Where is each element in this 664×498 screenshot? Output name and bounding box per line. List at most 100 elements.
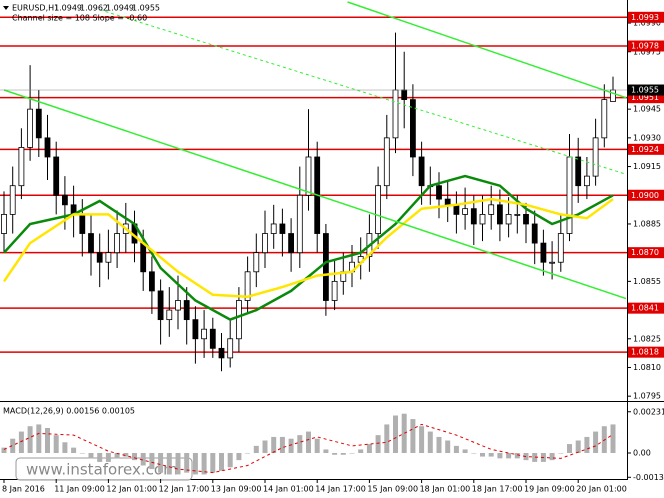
level-tag: [628, 346, 664, 358]
candle-body: [575, 156, 582, 187]
macd-bar: [323, 449, 329, 453]
macd-bar: [18, 431, 24, 453]
candle-body: [610, 89, 616, 102]
macd-bar: [279, 436, 285, 453]
x-tick-label: 12 Jan 17:00: [159, 485, 210, 494]
candle-body: [584, 175, 590, 187]
x-tick-label: 12 Jan 01:00: [106, 485, 157, 494]
candle-body: [383, 137, 390, 187]
macd-bar: [453, 445, 459, 453]
candle-body: [462, 208, 469, 215]
macd-bar: [45, 428, 50, 453]
candle-body: [1, 213, 7, 234]
macd-bar: [480, 453, 485, 457]
candle-body: [35, 108, 42, 139]
x-tick-label: 15 Jan 09:00: [367, 485, 418, 494]
candle-body: [148, 271, 155, 292]
candle-body: [375, 185, 382, 234]
level-tag: [628, 189, 664, 201]
macd-bar: [610, 424, 616, 453]
watermark: www.instaforex.com: [15, 457, 193, 481]
macd-bar: [445, 440, 451, 453]
candle-body: [44, 137, 51, 158]
candle-body: [79, 213, 86, 234]
macd-bar: [384, 424, 390, 453]
candle-body: [557, 233, 564, 263]
x-tick-label: 11 Jan 09:00: [54, 485, 105, 494]
macd-bar: [532, 453, 538, 462]
candle-body: [531, 223, 538, 244]
ohlc-low: 1.0949: [106, 4, 134, 13]
symbol: EURUSD,H1: [12, 4, 59, 13]
macd-bar: [132, 453, 137, 461]
macd-bar: [53, 435, 59, 453]
macd-bar: [297, 435, 303, 453]
candle-body: [53, 156, 60, 196]
candle-body: [331, 280, 338, 301]
y-tick-label: 1.0810: [633, 363, 661, 372]
macd-bar: [497, 453, 503, 459]
y-tick-label: 1.0945: [633, 105, 661, 114]
candle-body: [244, 271, 251, 301]
level-tag: [628, 40, 664, 52]
y-tick-label: 1.0855: [633, 277, 661, 286]
macd-bar: [201, 453, 207, 475]
macd-bar: [584, 436, 590, 453]
macd-bar: [105, 453, 111, 462]
level-label: 1.0900: [631, 191, 659, 200]
ohlc-open: 1.0949: [54, 4, 82, 13]
macd-bar: [332, 453, 338, 455]
macd-label: MACD(12,26,9) 0.00156 0.00105: [3, 407, 135, 416]
candle-body: [496, 204, 503, 225]
macd-bar: [36, 424, 42, 453]
candle-body: [523, 213, 529, 225]
candle-body: [505, 213, 512, 225]
macd-bar: [114, 453, 120, 459]
macd-bar: [410, 419, 416, 453]
candle-body: [201, 328, 208, 340]
candle-body: [296, 194, 303, 254]
macd-bar: [97, 453, 103, 462]
indicator-line: [347, 1, 627, 99]
x-tick-label: 18 Jan 17:00: [472, 485, 523, 494]
level-tag: [628, 247, 664, 259]
candle-body: [9, 185, 16, 215]
candle-body: [166, 309, 173, 321]
macd-bar: [166, 453, 172, 475]
y-tick-label: 1.0930: [633, 133, 661, 142]
macd-bar: [236, 453, 242, 461]
main-panel: [0, 1, 627, 372]
indicator-line: [2, 197, 614, 298]
macd-bar: [375, 435, 381, 453]
macd-bar: [514, 453, 520, 459]
candle-body: [392, 89, 399, 139]
candle-body: [514, 213, 521, 216]
level-label: 1.0924: [631, 145, 659, 154]
macd-bar: [314, 438, 320, 453]
candle-body: [140, 242, 147, 273]
candle-body: [322, 233, 329, 301]
macd-bar: [419, 426, 425, 453]
indicator-line: [99, 9, 627, 175]
macd-bar: [366, 444, 372, 453]
candle-body: [262, 233, 268, 254]
y-tick-label: 1.0795: [633, 392, 661, 401]
macd-bar: [340, 453, 346, 455]
macd-bar: [567, 444, 572, 453]
current-price-label: 1.0955: [631, 86, 659, 95]
candle-body: [183, 300, 190, 321]
macd-bar: [245, 453, 251, 454]
macd-bar: [219, 453, 224, 471]
macd-bar: [1, 447, 7, 453]
macd-bar: [427, 431, 433, 453]
macd-bar: [436, 436, 442, 453]
candle-body: [288, 233, 295, 254]
candle-body: [305, 156, 312, 196]
macd-bar: [88, 453, 94, 459]
macd-bar: [210, 453, 216, 473]
level-tag: [628, 143, 664, 155]
candle-body: [227, 338, 234, 359]
header-icon: [3, 6, 9, 10]
macd-bar: [271, 436, 277, 453]
